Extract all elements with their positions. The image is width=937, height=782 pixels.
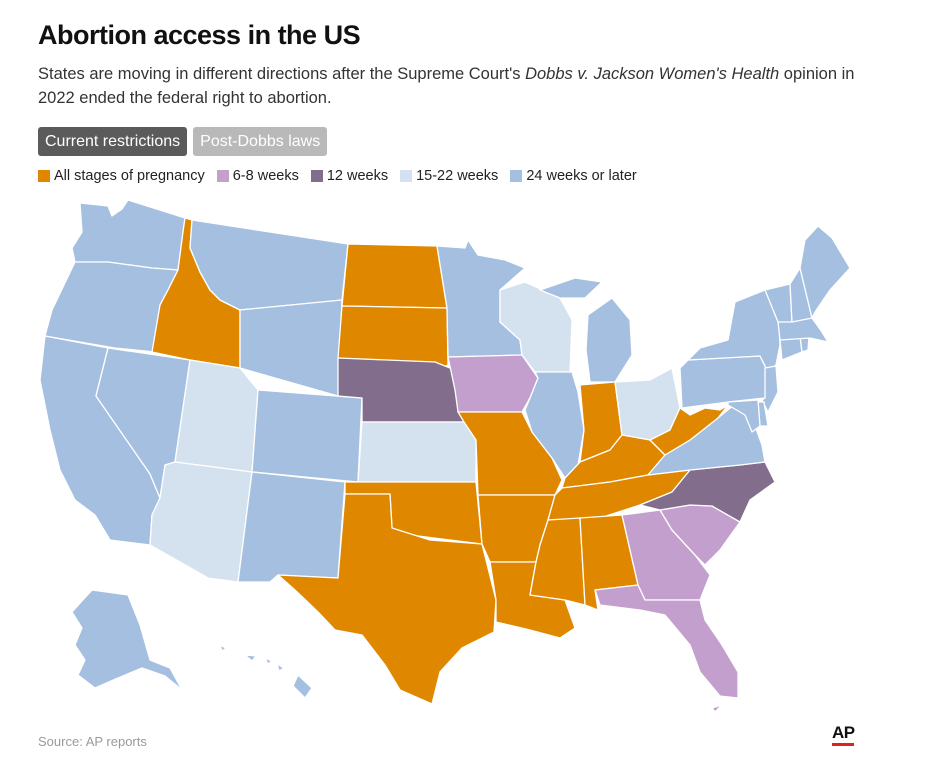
state-nd[interactable] — [341, 243, 448, 309]
legend-label: 6-8 weeks — [232, 168, 299, 184]
state-ut[interactable] — [174, 359, 259, 473]
source-note: Source: AP reports — [38, 734, 147, 749]
state-co[interactable] — [251, 389, 363, 483]
view-tabs: Current restrictions Post-Dobbs laws — [38, 127, 328, 156]
legend-swatch — [38, 170, 50, 182]
legend-label: 12 weeks — [326, 168, 389, 184]
chart-subtitle: States are moving in different direction… — [38, 62, 868, 110]
legend-swatch — [310, 170, 323, 182]
legend-item-15-22-weeks: 15-22 weeks — [400, 168, 498, 184]
legend-label: All stages of pregnancy — [54, 168, 205, 184]
state-hi[interactable] — [219, 644, 313, 699]
legend-item-12-weeks: 12 weeks — [310, 168, 389, 184]
legend-swatch — [216, 170, 229, 182]
state-az[interactable] — [149, 461, 253, 583]
state-il[interactable] — [524, 371, 585, 479]
state-ia[interactable] — [447, 354, 539, 413]
subtitle-text-2: opinion in 2022 ended the federal right … — [38, 65, 855, 107]
ap-logo[interactable]: AP — [832, 723, 855, 746]
state-ks[interactable] — [357, 421, 477, 483]
legend-item-24-weeks: 24 weeks or later — [510, 168, 637, 184]
legend-label: 15-22 weeks — [416, 168, 499, 184]
legend: All stages of pregnancy 6-8 weeks 12 wee… — [38, 168, 637, 184]
chart-title: Abortion access in the US — [38, 20, 361, 50]
legend-item-6-8-weeks: 6-8 weeks — [216, 168, 299, 184]
state-mi[interactable] — [539, 277, 633, 383]
state-wa[interactable] — [71, 199, 186, 271]
state-nm[interactable] — [237, 471, 346, 583]
state-mo[interactable] — [457, 411, 563, 496]
ap-logo-bar — [832, 743, 854, 746]
legend-item-all-stages: All stages of pregnancy — [38, 168, 205, 184]
ap-logo-text: AP — [832, 723, 855, 742]
tab-post-dobbs-laws[interactable]: Post-Dobbs laws — [193, 127, 328, 156]
state-tx[interactable] — [277, 493, 497, 705]
state-md[interactable] — [727, 399, 761, 433]
state-me[interactable] — [799, 225, 851, 319]
legend-swatch — [400, 170, 413, 182]
us-states-map — [39, 199, 851, 713]
subtitle-case-name: Dobbs v. Jackson Women's Health — [525, 65, 780, 83]
tab-current-restrictions[interactable]: Current restrictions — [38, 127, 188, 156]
subtitle-text-1: States are moving in different direction… — [38, 65, 526, 83]
state-ak[interactable] — [71, 589, 183, 691]
legend-label: 24 weeks or later — [526, 168, 637, 184]
state-fl[interactable] — [594, 584, 739, 713]
state-nj[interactable] — [761, 365, 779, 413]
state-wy[interactable] — [239, 299, 343, 397]
state-wv[interactable] — [649, 404, 729, 456]
legend-swatch — [510, 170, 523, 182]
